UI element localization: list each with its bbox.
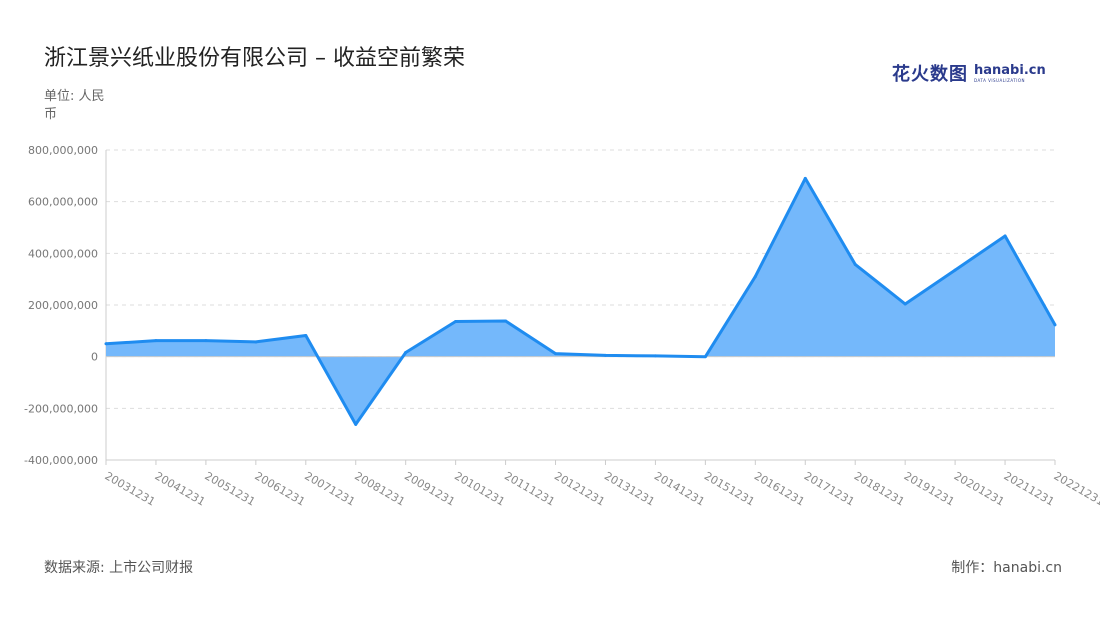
- data-point: [504, 319, 508, 323]
- x-tick-label: 20151231: [702, 469, 757, 508]
- brand-logo: 花火数图 hanabi.cn DATA VISUALIZATION: [892, 60, 1046, 86]
- data-point: [154, 339, 158, 343]
- x-tick-label: 20121231: [552, 469, 607, 508]
- data-point: [703, 355, 707, 359]
- data-point: [853, 262, 857, 266]
- y-tick-label: 400,000,000: [28, 247, 98, 260]
- data-point: [653, 354, 657, 358]
- x-tick-label: 20051231: [202, 469, 257, 508]
- x-tick-label: 20161231: [752, 469, 807, 508]
- y-tick-label: 200,000,000: [28, 299, 98, 312]
- data-point: [554, 352, 558, 356]
- x-tick-label: 20061231: [252, 469, 307, 508]
- x-tick-label: 20041231: [152, 469, 207, 508]
- data-point: [254, 340, 258, 344]
- x-tick-label: 20181231: [852, 469, 907, 508]
- data-point: [1003, 234, 1007, 238]
- series-line: [105, 176, 1057, 426]
- x-tick-label: 20221231: [1052, 469, 1100, 508]
- data-point: [454, 320, 458, 324]
- data-point: [1053, 323, 1057, 327]
- data-point: [354, 422, 358, 426]
- x-tick-label: 20191231: [902, 469, 957, 508]
- unit-label: 单位: 人民币: [44, 89, 105, 122]
- data-point: [304, 333, 308, 337]
- y-tick-label: -200,000,000: [24, 402, 98, 415]
- area-fill: [106, 178, 1055, 425]
- x-tick-label: 20071231: [302, 469, 357, 508]
- x-tick-label: 20081231: [352, 469, 407, 508]
- x-tick-label: 20131231: [602, 469, 657, 508]
- data-source-label: 数据来源: 上市公司财报: [44, 560, 194, 576]
- y-tick-label: 800,000,000: [28, 144, 98, 157]
- chart-title: 浙江景兴纸业股份有限公司 – 收益空前繁荣: [44, 46, 465, 71]
- x-tick-label: 20141231: [652, 469, 707, 508]
- x-tick-label: 20111231: [502, 469, 557, 508]
- x-tick-label: 20201231: [952, 469, 1007, 508]
- y-tick-label: 600,000,000: [28, 196, 98, 209]
- x-tick-label: 20031231: [103, 469, 158, 508]
- data-point: [404, 351, 408, 355]
- data-point: [204, 339, 208, 343]
- x-tick-label: 20211231: [1002, 469, 1057, 508]
- x-tick-label: 20101231: [452, 469, 507, 508]
- maker-label: 制作：hanabi.cn: [951, 560, 1062, 576]
- logo-en-block: hanabi.cn DATA VISUALIZATION: [974, 64, 1046, 83]
- data-point: [903, 302, 907, 306]
- data-point: [603, 353, 607, 357]
- data-point: [104, 342, 108, 346]
- x-tick-label: 20171231: [802, 469, 857, 508]
- y-tick-label: -400,000,000: [24, 454, 98, 467]
- logo-text-cn: 花火数图: [892, 64, 968, 85]
- logo-text-en: hanabi.cn: [974, 62, 1046, 78]
- data-point: [803, 176, 807, 180]
- y-tick-label: 0: [91, 351, 98, 364]
- data-point: [753, 275, 757, 279]
- logo-subtitle: DATA VISUALIZATION: [974, 77, 1026, 83]
- data-point: [953, 268, 957, 272]
- x-tick-label: 20091231: [402, 469, 457, 508]
